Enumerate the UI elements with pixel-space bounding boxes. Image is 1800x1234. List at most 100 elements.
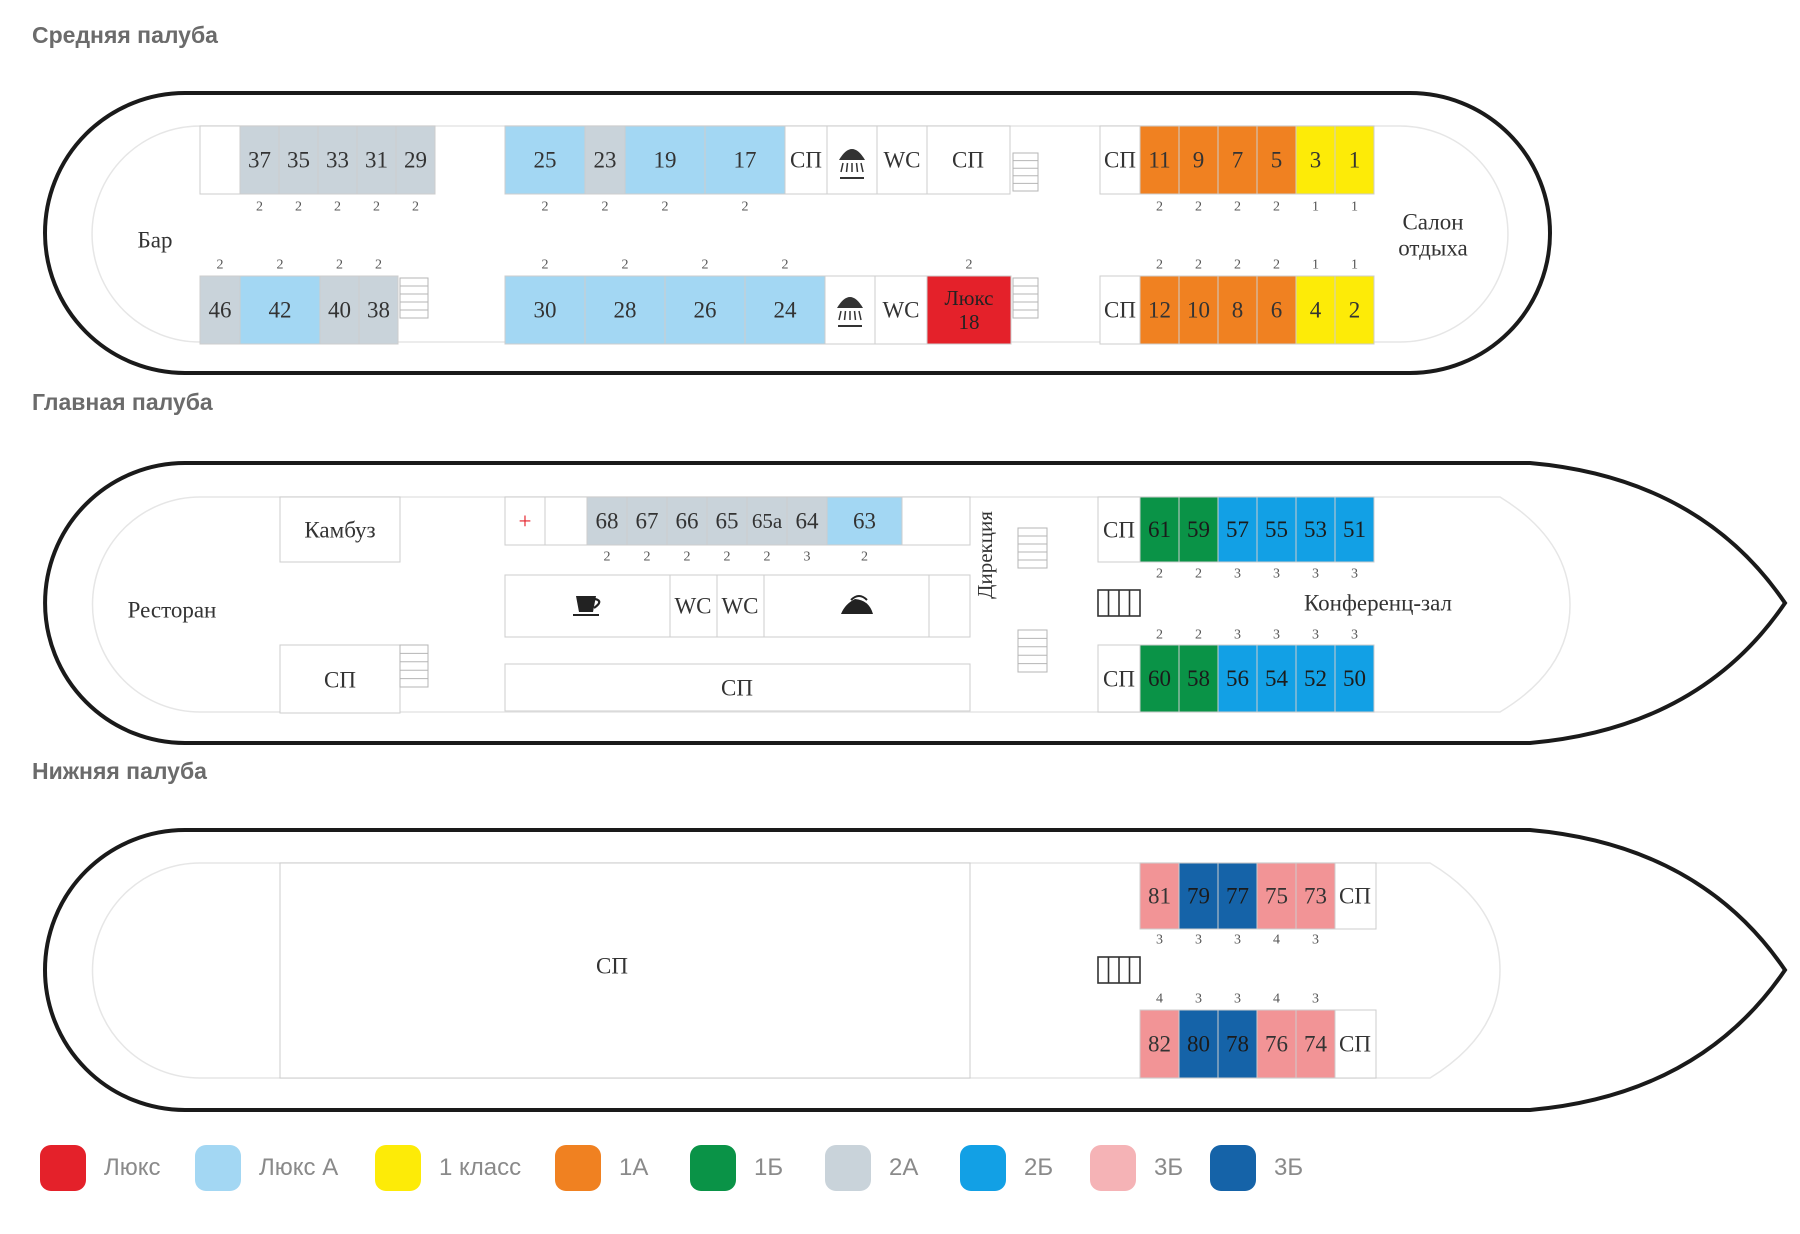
legend-swatch [375, 1145, 421, 1191]
berth-count: 3 [1234, 628, 1241, 643]
deck-title-main: Главная палуба [32, 389, 213, 415]
legend-swatch [825, 1145, 871, 1191]
cup-body [576, 596, 596, 612]
cabin-label: 19 [654, 148, 677, 173]
legend-item: 2Б [960, 1144, 1053, 1192]
cabin-label: 40 [328, 298, 351, 323]
berth-count: 2 [684, 550, 691, 565]
berth-count: 3 [1312, 567, 1319, 582]
shower-icon [837, 297, 863, 327]
berth-count: 2 [1195, 200, 1202, 215]
berth-count: 2 [742, 200, 749, 215]
berth-count: 2 [1273, 258, 1280, 273]
cabin-51 [1334, 496, 1375, 563]
cabin-label: 59 [1187, 517, 1210, 542]
shower-drop [855, 162, 859, 173]
berth-count: 3 [1234, 933, 1241, 948]
service-room-label: СП [324, 668, 356, 693]
cabin-label: 73 [1304, 884, 1327, 909]
cabin-label: 60 [1148, 666, 1171, 691]
shower-drop [853, 310, 857, 321]
cabin-label: 1 [1349, 148, 1361, 173]
cabin-label: 5 [1271, 148, 1283, 173]
cabin-label: 76 [1265, 1032, 1288, 1057]
cabin-57 [1217, 496, 1258, 563]
cabin-7 [1217, 125, 1258, 195]
service-room-label: СП [1104, 298, 1136, 323]
berth-count: 2 [334, 200, 341, 215]
wc-label: WC [674, 594, 711, 619]
cabin-label: 79 [1187, 884, 1210, 909]
berth-count: 2 [375, 258, 382, 273]
legend-swatch [40, 1145, 86, 1191]
cabin-label: 26 [694, 298, 717, 323]
berth-count: 2 [412, 200, 419, 215]
ladder-icon [1097, 589, 1141, 617]
cabin-46 [199, 275, 241, 345]
cabin-label: 29 [404, 148, 427, 173]
cabin-label: 65а [752, 509, 783, 533]
service-room-label: СП [1339, 884, 1371, 909]
cabin-66 [666, 496, 708, 546]
service-room [504, 663, 971, 712]
cabin-label: 12 [1148, 298, 1171, 323]
cabin-label: 66 [676, 509, 699, 534]
conference-label: Конференц-зал [1304, 591, 1452, 616]
legend-label: 2Б [1024, 1154, 1054, 1181]
empty-cell [928, 574, 971, 638]
cabin-label: 52 [1304, 666, 1327, 691]
cabin-80 [1178, 1009, 1219, 1079]
wc-room [876, 125, 928, 195]
legend-swatch [1090, 1145, 1136, 1191]
cabin-19 [624, 125, 706, 195]
berth-count: 1 [1312, 200, 1319, 215]
berth-count: 3 [1195, 933, 1202, 948]
service-room [1099, 275, 1141, 345]
service-room-label: СП [1103, 667, 1135, 692]
service-room-label: СП [1103, 518, 1135, 543]
stairs-icon [399, 277, 429, 319]
deck-title-upper: Средняя палуба [32, 22, 218, 48]
salon-label: Салон [1402, 210, 1463, 235]
berth-count: 2 [336, 258, 343, 273]
berth-count: 3 [1234, 992, 1241, 1007]
shower-icon [839, 149, 865, 179]
cabin-label: 6 [1271, 298, 1283, 323]
cabin-label: Люкс [945, 286, 994, 310]
cabin-label: 77 [1226, 884, 1249, 909]
legend: Люкс Люкс А 1 класс 1А 1Б 2А 2Б 3Б 3Б [40, 1144, 1780, 1192]
cabin-18 [926, 275, 1012, 345]
cabin-1 [1334, 125, 1375, 195]
berth-count: 2 [277, 258, 284, 273]
cabin-65а [746, 496, 788, 546]
berth-count: 2 [1234, 258, 1241, 273]
cabin-label: 63 [853, 509, 876, 534]
berth-count: 2 [1273, 200, 1280, 215]
legend-label: 1 класс [439, 1154, 522, 1181]
berth-count: 3 [1312, 933, 1319, 948]
cabin-label: 61 [1148, 517, 1171, 542]
cabin-24 [744, 275, 826, 345]
cabin-label: 3 [1310, 148, 1322, 173]
berth-count: 2 [542, 200, 549, 215]
cabin-label: 10 [1187, 298, 1210, 323]
legend-swatch [690, 1145, 736, 1191]
iron-handle [850, 595, 868, 601]
berth-count: 2 [1195, 628, 1202, 643]
cabin-label: 51 [1343, 517, 1366, 542]
service-room [1334, 1009, 1377, 1079]
cabin-label: 2 [1349, 298, 1361, 323]
cabin-label: 28 [614, 298, 637, 323]
cabin-28 [584, 275, 666, 345]
service-room [1334, 862, 1377, 930]
stairs-frame [399, 644, 429, 688]
wc-label: WC [883, 148, 920, 173]
stairs-icon [1017, 629, 1048, 673]
legend-item: 1Б [690, 1144, 783, 1192]
legend-label: 3Б [1274, 1154, 1304, 1181]
service-room-label: СП [1339, 1032, 1371, 1057]
cabin-label: 50 [1343, 666, 1366, 691]
cabin-81 [1139, 862, 1180, 930]
service-room [279, 862, 971, 1079]
